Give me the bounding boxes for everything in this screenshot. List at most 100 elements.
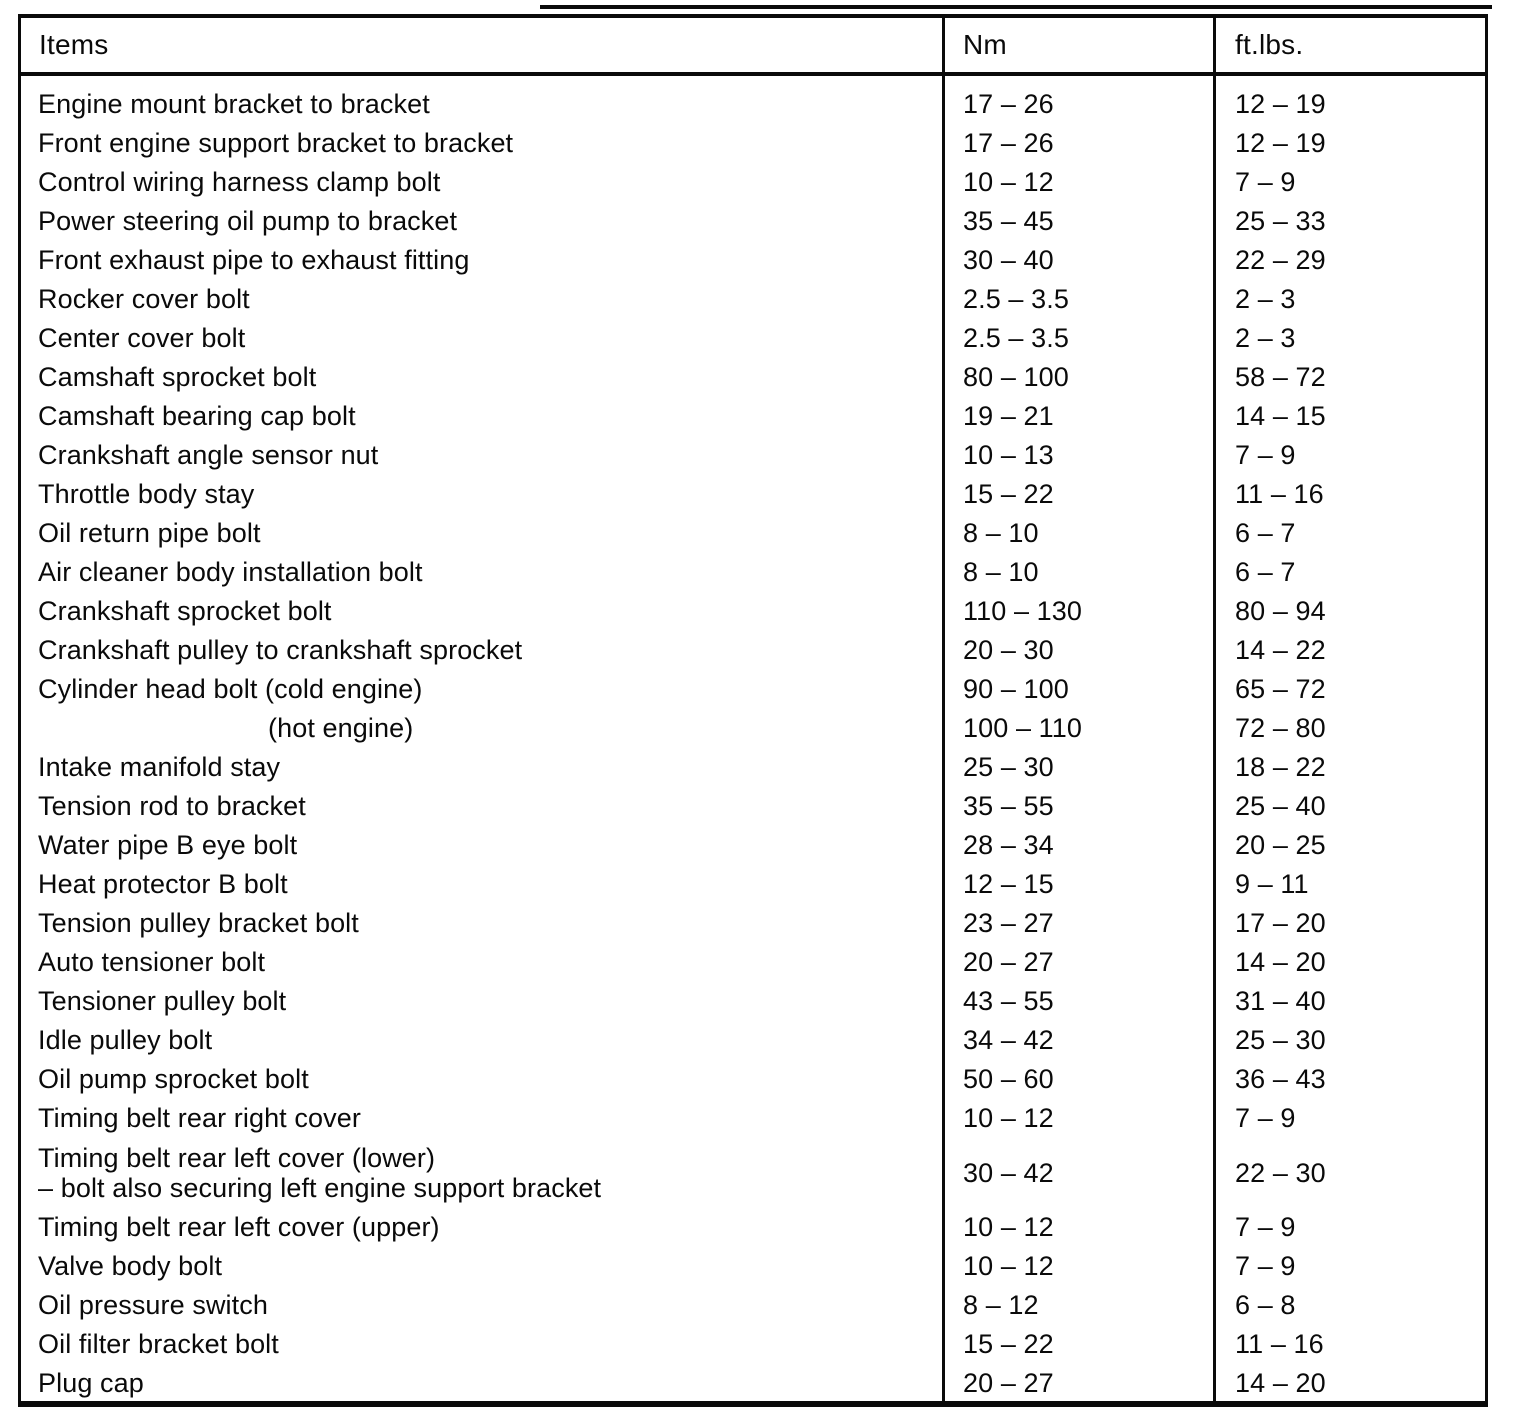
- item-cell: Camshaft sprocket bolt: [21, 362, 945, 393]
- item-line1: Tensioner pulley bolt: [38, 986, 287, 1016]
- column-header-items: Items: [39, 29, 109, 60]
- item-line1: Idle pulley bolt: [38, 1025, 213, 1055]
- nm-cell: 8 – 10: [963, 557, 1039, 587]
- table-row: Plug cap 20 – 27 14 – 20: [21, 1364, 1485, 1401]
- table-row: Tensioner pulley bolt 43 – 55 31 – 40: [21, 982, 1485, 1021]
- table-row: Water pipe B eye bolt 28 – 34 20 – 25: [21, 826, 1485, 865]
- nm-cell: 15 – 22: [963, 479, 1054, 509]
- nm-cell: 35 – 45: [963, 206, 1054, 236]
- ftlbs-cell: 7 – 9: [1235, 440, 1296, 470]
- item-line1: Camshaft bearing cap bolt: [38, 401, 356, 431]
- table-row: Timing belt rear left cover (upper) 10 –…: [21, 1208, 1485, 1247]
- item-line1: Power steering oil pump to bracket: [38, 206, 458, 236]
- item-cell: Oil pressure switch: [21, 1290, 945, 1321]
- item-line1: Camshaft sprocket bolt: [38, 362, 317, 392]
- nm-cell: 43 – 55: [963, 986, 1054, 1016]
- table-row: Camshaft bearing cap bolt 19 – 21 14 – 1…: [21, 397, 1485, 436]
- ftlbs-cell: 65 – 72: [1235, 674, 1326, 704]
- nm-cell: 20 – 27: [963, 947, 1054, 977]
- item-cell: Crankshaft angle sensor nut: [21, 440, 945, 471]
- ftlbs-cell: 36 – 43: [1235, 1064, 1326, 1094]
- item-line1: Auto tensioner bolt: [38, 947, 266, 977]
- ftlbs-cell: 22 – 29: [1235, 245, 1326, 275]
- item-line1: Crankshaft pulley to crankshaft sprocket: [38, 635, 523, 665]
- table-row: Tension rod to bracket 35 – 55 25 – 40: [21, 787, 1485, 826]
- table-row: (hot engine) 100 – 110 72 – 80: [21, 709, 1485, 748]
- nm-cell: 30 – 42: [963, 1157, 1054, 1188]
- item-line1: Timing belt rear right cover: [38, 1103, 361, 1133]
- item-cell: Throttle body stay: [21, 479, 945, 510]
- ftlbs-cell: 11 – 16: [1235, 479, 1324, 509]
- table-row: Intake manifold stay 25 – 30 18 – 22: [21, 748, 1485, 787]
- column-header-nm: Nm: [963, 29, 1007, 60]
- scan-artifact-line: [540, 5, 1492, 9]
- table-row: Timing belt rear left cover (lower) – bo…: [21, 1138, 1485, 1208]
- item-line1: (hot engine): [268, 713, 414, 743]
- nm-cell: 15 – 22: [963, 1329, 1054, 1359]
- item-line1: Oil return pipe bolt: [38, 518, 261, 548]
- item-line1: Crankshaft sprocket bolt: [38, 596, 332, 626]
- item-cell: Timing belt rear left cover (lower) – bo…: [21, 1143, 945, 1203]
- column-divider-nm: [942, 18, 945, 1401]
- item-cell: Engine mount bracket to bracket: [21, 89, 945, 120]
- header-row: Items Nm ft.lbs.: [21, 18, 1485, 76]
- item-line1: Front exhaust pipe to exhaust fitting: [38, 245, 470, 275]
- table-row: Tension pulley bracket bolt 23 – 27 17 –…: [21, 904, 1485, 943]
- nm-cell: 90 – 100: [963, 674, 1069, 704]
- item-line1: Engine mount bracket to bracket: [38, 89, 430, 119]
- item-line1: Valve body bolt: [38, 1251, 223, 1281]
- nm-cell: 80 – 100: [963, 362, 1069, 392]
- item-cell: Water pipe B eye bolt: [21, 830, 945, 861]
- ftlbs-cell: 14 – 20: [1235, 1368, 1326, 1398]
- table-row: Engine mount bracket to bracket 17 – 26 …: [21, 85, 1485, 124]
- nm-cell: 12 – 15: [963, 869, 1054, 899]
- item-cell: Air cleaner body installation bolt: [21, 557, 945, 588]
- ftlbs-cell: 72 – 80: [1235, 713, 1326, 743]
- table-body: Engine mount bracket to bracket 17 – 26 …: [21, 76, 1485, 1401]
- nm-cell: 20 – 30: [963, 635, 1054, 665]
- item-line1: Plug cap: [38, 1368, 144, 1398]
- ftlbs-cell: 7 – 9: [1235, 1251, 1296, 1281]
- nm-cell: 10 – 12: [963, 167, 1054, 197]
- table-row: Air cleaner body installation bolt 8 – 1…: [21, 553, 1485, 592]
- table-row: Crankshaft angle sensor nut 10 – 13 7 – …: [21, 436, 1485, 475]
- table-row: Front engine support bracket to bracket …: [21, 124, 1485, 163]
- item-cell: Valve body bolt: [21, 1251, 945, 1282]
- item-cell: Cylinder head bolt (cold engine): [21, 674, 945, 705]
- ftlbs-cell: 2 – 3: [1235, 323, 1296, 353]
- item-cell: Rocker cover bolt: [21, 284, 945, 315]
- ftlbs-cell: 6 – 7: [1235, 518, 1296, 548]
- ftlbs-cell: 7 – 9: [1235, 1103, 1296, 1133]
- item-cell: Power steering oil pump to bracket: [21, 206, 945, 237]
- nm-cell: 34 – 42: [963, 1025, 1054, 1055]
- item-line1: Intake manifold stay: [38, 752, 281, 782]
- item-line1: Water pipe B eye bolt: [38, 830, 298, 860]
- ftlbs-cell: 7 – 9: [1235, 167, 1296, 197]
- item-line1: Center cover bolt: [38, 323, 246, 353]
- item-cell: Control wiring harness clamp bolt: [21, 167, 945, 198]
- ftlbs-cell: 22 – 30: [1235, 1157, 1326, 1188]
- item-cell: Crankshaft pulley to crankshaft sprocket: [21, 635, 945, 666]
- ftlbs-cell: 31 – 40: [1235, 986, 1326, 1016]
- torque-spec-table: Items Nm ft.lbs. Engine mount bracket to…: [18, 14, 1488, 1407]
- nm-cell: 8 – 10: [963, 518, 1039, 548]
- item-line1: Heat protector B bolt: [38, 869, 288, 899]
- item-line1: Cylinder head bolt (cold engine): [38, 674, 423, 704]
- table-row: Heat protector B bolt 12 – 15 9 – 11: [21, 865, 1485, 904]
- table-row: Oil return pipe bolt 8 – 10 6 – 7: [21, 514, 1485, 553]
- ftlbs-cell: 12 – 19: [1235, 89, 1326, 119]
- ftlbs-cell: 25 – 40: [1235, 791, 1326, 821]
- ftlbs-cell: 2 – 3: [1235, 284, 1296, 314]
- ftlbs-cell: 17 – 20: [1235, 908, 1326, 938]
- item-cell: Tensioner pulley bolt: [21, 986, 945, 1017]
- ftlbs-cell: 7 – 9: [1235, 1212, 1296, 1242]
- table-row: Cylinder head bolt (cold engine) 90 – 10…: [21, 670, 1485, 709]
- nm-cell: 20 – 27: [963, 1368, 1054, 1398]
- ftlbs-cell: 14 – 15: [1235, 401, 1326, 431]
- item-line2: – bolt also securing left engine support…: [38, 1173, 602, 1203]
- nm-cell: 30 – 40: [963, 245, 1054, 275]
- ftlbs-cell: 80 – 94: [1235, 596, 1326, 626]
- item-cell: Oil return pipe bolt: [21, 518, 945, 549]
- table-row: Oil pump sprocket bolt 50 – 60 36 – 43: [21, 1060, 1485, 1099]
